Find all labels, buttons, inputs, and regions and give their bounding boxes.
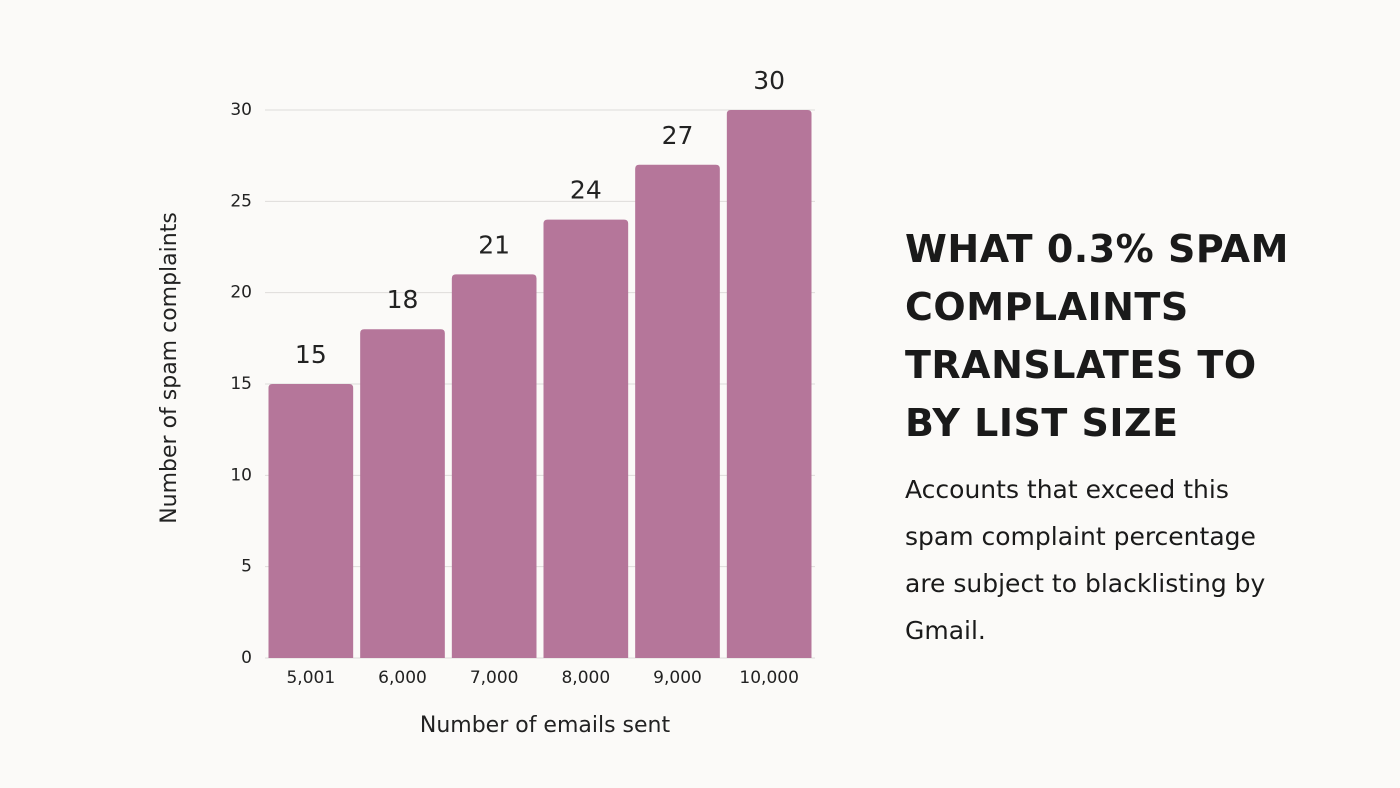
data-label: 24: [570, 176, 602, 205]
y-axis-label: Number of spam complaints: [157, 212, 182, 524]
y-tick-label: 5: [241, 557, 252, 577]
y-tick-label: 25: [230, 191, 252, 211]
data-label: 15: [295, 340, 327, 369]
y-tick-label: 30: [230, 100, 252, 120]
data-label: 21: [478, 230, 510, 259]
x-tick-label: 10,000: [739, 668, 798, 688]
bar: [543, 219, 629, 658]
bar: [360, 329, 445, 658]
x-tick-label: 8,000: [561, 668, 610, 688]
data-label: 30: [753, 66, 785, 95]
x-tick-label: 5,001: [286, 668, 335, 688]
data-label: 18: [387, 285, 419, 314]
x-tick-label: 7,000: [470, 668, 519, 688]
x-tick-label: 9,000: [653, 668, 702, 688]
bar: [268, 384, 354, 658]
heading: WHAT 0.3% SPAM COMPLAINTS TRANSLATES TO …: [905, 227, 1289, 445]
x-axis-label: Number of emails sent: [420, 713, 671, 738]
y-tick-label: 10: [230, 465, 252, 485]
y-tick-label: 0: [241, 648, 252, 668]
x-tick-label: 6,000: [378, 668, 427, 688]
description: Accounts that exceed this spam complaint…: [905, 475, 1266, 645]
bar: [635, 164, 720, 659]
y-tick-label: 15: [230, 374, 252, 394]
bar: [726, 110, 812, 658]
bar: [451, 274, 537, 658]
y-tick-label: 20: [230, 283, 252, 303]
data-label: 27: [662, 121, 694, 150]
